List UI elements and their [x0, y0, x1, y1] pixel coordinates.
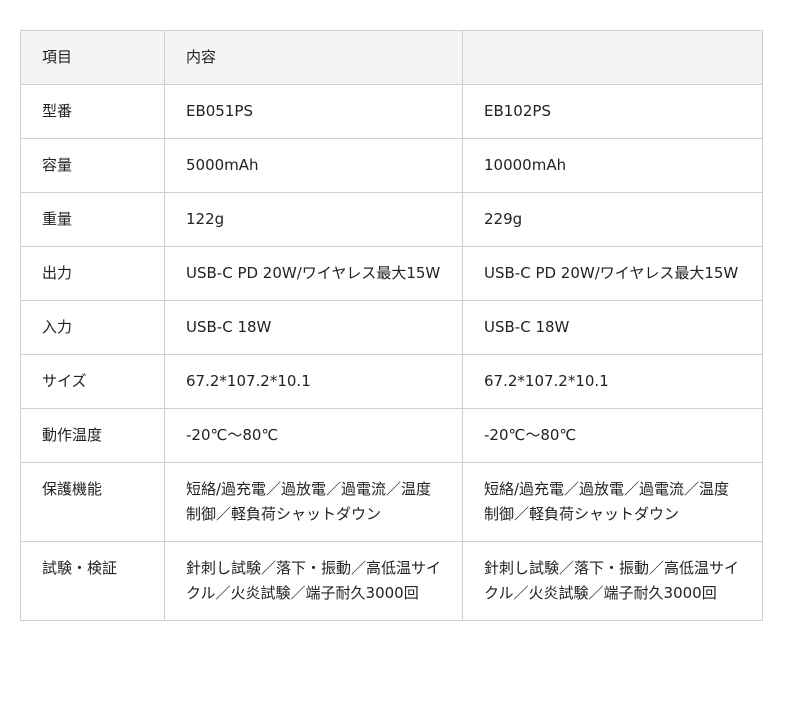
value-cell: 針刺し試験／落下・振動／高低温サイクル／火炎試験／端子耐久3000回 [462, 541, 763, 621]
table-row: 重量 122g 229g [20, 192, 763, 247]
row-label-cell: 動作温度 [20, 408, 165, 463]
value-cell: 10000mAh [462, 138, 763, 193]
value-cell: USB-C 18W [164, 300, 463, 355]
row-label-cell: サイズ [20, 354, 165, 409]
row-label-cell: 重量 [20, 192, 165, 247]
row-label-cell: 入力 [20, 300, 165, 355]
table-row: 動作温度 -20℃〜80℃ -20℃〜80℃ [20, 408, 763, 463]
table-row: 容量 5000mAh 10000mAh [20, 138, 763, 193]
table-row: 出力 USB-C PD 20W/ワイヤレス最大15W USB-C PD 20W/ワイ… [20, 246, 763, 301]
value-cell: 229g [462, 192, 763, 247]
value-cell: USB-C PD 20W/ワイヤレス最大15W [462, 246, 763, 301]
value-cell: 67.2*107.2*10.1 [164, 354, 463, 409]
header-cell-content: 内容 [164, 30, 463, 85]
value-cell: 67.2*107.2*10.1 [462, 354, 763, 409]
table-row: 入力 USB-C 18W USB-C 18W [20, 300, 763, 355]
row-label-cell: 容量 [20, 138, 165, 193]
header-cell-item: 項目 [20, 30, 165, 85]
spec-table: 項目 内容 型番 EB051PS EB102PS 容量 5000mAh 10000mAh 重… [20, 30, 763, 621]
value-cell: 122g [164, 192, 463, 247]
table-row: サイズ 67.2*107.2*10.1 67.2*107.2*10.1 [20, 354, 763, 409]
table-header-row: 項目 内容 [20, 30, 763, 85]
value-cell: EB051PS [164, 84, 463, 139]
value-cell: 針刺し試験／落下・振動／高低温サイクル／火炎試験／端子耐久3000回 [164, 541, 463, 621]
table-row: 型番 EB051PS EB102PS [20, 84, 763, 139]
value-cell: 短絡/過充電／過放電／過電流／温度制御／軽負荷シャットダウン [462, 462, 763, 542]
row-label-cell: 出力 [20, 246, 165, 301]
row-label-cell: 試験・検証 [20, 541, 165, 621]
value-cell: USB-C 18W [462, 300, 763, 355]
value-cell: 5000mAh [164, 138, 463, 193]
value-cell: -20℃〜80℃ [164, 408, 463, 463]
value-cell: USB-C PD 20W/ワイヤレス最大15W [164, 246, 463, 301]
value-cell: -20℃〜80℃ [462, 408, 763, 463]
row-label-cell: 型番 [20, 84, 165, 139]
table-row: 試験・検証 針刺し試験／落下・振動／高低温サイクル／火炎試験／端子耐久3000回針… [20, 541, 763, 621]
header-cell-empty [462, 30, 763, 85]
table-row: 保護機能 短絡/過充電／過放電／過電流／温度制御／軽負荷シャットダウン 短絡/過充電… [20, 462, 763, 542]
value-cell: EB102PS [462, 84, 763, 139]
value-cell: 短絡/過充電／過放電／過電流／温度制御／軽負荷シャットダウン [164, 462, 463, 542]
row-label-cell: 保護機能 [20, 462, 165, 542]
